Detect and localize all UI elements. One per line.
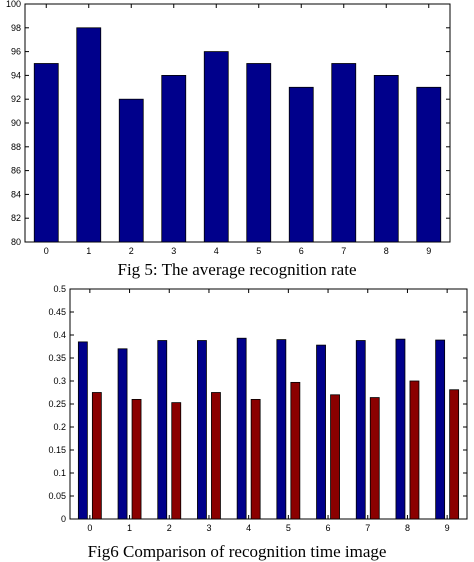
y-tick-label: 0.25 <box>48 399 66 409</box>
bar-series-1-0 <box>77 341 88 520</box>
bar-8 <box>373 75 399 243</box>
x-tick-label: 0 <box>44 246 49 256</box>
bar-4 <box>203 51 229 243</box>
bar-series-1-6 <box>316 344 326 520</box>
figure-6-caption: Fig6 Comparison of recognition time imag… <box>87 542 387 561</box>
y-tick-label: 0.4 <box>53 330 66 340</box>
bar-7 <box>331 63 357 243</box>
y-tick-label: 82 <box>11 213 21 223</box>
y-tick-label: 90 <box>11 118 21 128</box>
bar-series-2-5 <box>290 381 301 520</box>
y-tick-label: 0.3 <box>53 376 66 386</box>
x-tick-label: 3 <box>171 246 176 256</box>
figure-5-caption: Fig 5: The average recognition rate <box>117 260 357 279</box>
chart-recognition-rate: 80 82 84 86 88 90 92 94 96 98 100 0 1 2 3 4 5 6 7 8 9 <box>6 0 451 256</box>
bar-series-2-9 <box>449 389 460 520</box>
bar-series-2-7 <box>369 397 380 520</box>
bar-0 <box>33 63 59 243</box>
bar-6 <box>288 86 314 243</box>
bar-series-2-0 <box>91 392 102 520</box>
y-tick-label: 0.05 <box>48 491 66 501</box>
bar-series-1-7 <box>355 340 366 520</box>
bar-5 <box>246 63 272 243</box>
x-tick-label: 4 <box>214 246 219 256</box>
bar-series-2-2 <box>171 402 182 520</box>
x-tick-label: 2 <box>167 523 172 533</box>
x-tick-label: 2 <box>129 246 134 256</box>
y-tick-label: 0 <box>61 514 66 524</box>
y-tick-label: 94 <box>11 70 21 80</box>
y-tick-label: 96 <box>11 47 21 57</box>
bar-series-2-8 <box>409 380 420 520</box>
x-tick-label: 8 <box>384 246 389 256</box>
x-tick-label: 9 <box>445 523 450 533</box>
x-tick-label: 8 <box>405 523 410 533</box>
bar-series-1-8 <box>395 338 406 520</box>
bar-series-2-3 <box>211 392 221 520</box>
y-tick-label: 0.1 <box>53 468 66 478</box>
y-tick-label: 80 <box>11 237 21 247</box>
x-tick-label: 6 <box>326 523 331 533</box>
y-tick-label: 84 <box>11 189 21 199</box>
x-tick-label: 1 <box>86 246 91 256</box>
bar-1 <box>76 27 102 243</box>
plot-frame <box>69 288 468 520</box>
bar-3 <box>161 75 187 243</box>
bar-series-1-9 <box>435 339 446 520</box>
x-tick-label: 6 <box>299 246 304 256</box>
y-tick-label: 0.2 <box>53 422 66 432</box>
x-tick-label: 1 <box>127 523 132 533</box>
bar-series-2-6 <box>330 394 340 520</box>
y-tick-label: 0.35 <box>48 353 66 363</box>
bar-2 <box>118 98 144 243</box>
y-tick-label: 0.45 <box>48 307 66 317</box>
bar-series-1-1 <box>117 348 128 520</box>
y-tick-label: 100 <box>6 0 21 9</box>
bar-series-1-5 <box>276 339 287 520</box>
bar-series-1-2 <box>157 340 168 520</box>
y-tick-label: 0.15 <box>48 445 66 455</box>
chart-recognition-time: 0 0.05 0.1 0.15 0.2 0.25 0.3 0.35 0.4 0.45 0.5 0 1 2 3… <box>48 284 468 533</box>
x-tick-label: 5 <box>286 523 291 533</box>
bar-9 <box>416 86 442 243</box>
x-tick-label: 3 <box>206 523 211 533</box>
x-tick-label: 9 <box>426 246 431 256</box>
x-tick-label: 0 <box>87 523 92 533</box>
x-tick-label: 7 <box>365 523 370 533</box>
x-tick-label: 7 <box>341 246 346 256</box>
bar-series-2-4 <box>250 398 261 520</box>
x-tick-label: 5 <box>256 246 261 256</box>
y-tick-label: 86 <box>11 166 21 176</box>
y-tick-label: 88 <box>11 142 21 152</box>
x-tick-label: 4 <box>246 523 251 533</box>
y-tick-label: 92 <box>11 94 21 104</box>
y-tick-label: 0.5 <box>53 284 66 294</box>
bar-series-1-4 <box>236 337 247 520</box>
bar-series-1-3 <box>197 340 207 520</box>
bar-series-2-1 <box>131 398 142 520</box>
y-tick-label: 98 <box>11 23 21 33</box>
